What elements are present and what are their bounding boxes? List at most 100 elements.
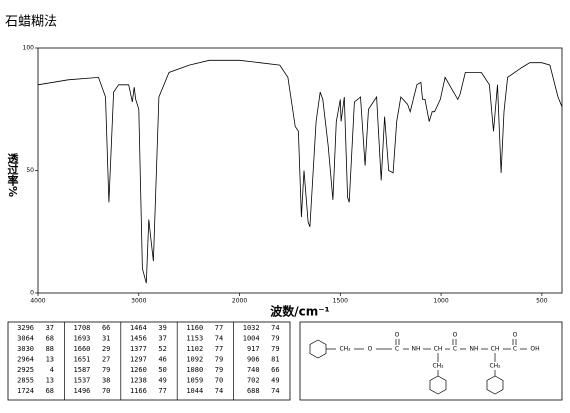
peak-wavenumber: 1044 [186,387,203,395]
peak-wavenumber: 1032 [243,324,260,332]
structure-label: NH [470,346,479,353]
peak-transmittance: 66 [102,324,110,332]
peak-wavenumber: 1693 [74,335,91,343]
peak-transmittance: 4 [50,366,54,374]
peak-wavenumber: 1464 [130,324,147,332]
peak-wavenumber: 1004 [243,335,260,343]
peak-transmittance: 49 [271,377,279,385]
peak-wavenumber: 740 [247,366,260,374]
y-tick-label: 0 [30,290,34,297]
peak-wavenumber: 1587 [74,366,91,374]
peak-transmittance: 27 [102,356,110,364]
peak-wavenumber: 3296 [17,324,34,332]
peak-transmittance: 39 [158,324,166,332]
peak-transmittance: 77 [158,387,166,395]
peak-transmittance: 68 [46,335,54,343]
peak-wavenumber: 1456 [130,335,147,343]
x-axis-label: 波数/cm⁻¹ [270,304,330,319]
structure-label: C [513,346,517,353]
peak-transmittance: 74 [215,387,223,395]
peak-transmittance: 46 [158,356,166,364]
peak-wavenumber: 1377 [130,345,147,353]
structure-label: CH₂ [432,363,444,370]
x-tick-label: 3000 [131,298,146,305]
peak-transmittance: 68 [46,387,54,395]
x-tick-label: 2000 [232,298,247,305]
structure-label: CH₂ [339,346,351,353]
peak-transmittance: 13 [46,377,54,385]
peak-wavenumber: 1651 [74,356,91,364]
peak-transmittance: 74 [215,335,223,343]
peak-transmittance: 74 [271,387,279,395]
structure-label: CH [434,346,443,353]
peak-transmittance: 70 [102,387,110,395]
peak-wavenumber: 1092 [186,356,203,364]
peak-wavenumber: 3030 [17,345,34,353]
peak-wavenumber: 1059 [186,377,203,385]
peak-wavenumber: 1708 [74,324,91,332]
peak-transmittance: 77 [215,345,223,353]
structure-label: CH [491,346,500,353]
peak-transmittance: 49 [158,377,166,385]
peak-wavenumber: 1297 [130,356,147,364]
peak-transmittance: 13 [46,356,54,364]
peak-wavenumber: 1080 [186,366,203,374]
peak-wavenumber: 1238 [130,377,147,385]
peak-wavenumber: 917 [247,345,260,353]
peak-transmittance: 31 [102,335,110,343]
y-tick-label: 50 [26,167,34,174]
structure-label: NH [412,346,421,353]
structure-frame [299,321,563,401]
peak-transmittance: 77 [215,324,223,332]
peak-wavenumber: 1260 [130,366,147,374]
peak-wavenumber: 906 [247,356,260,364]
structure-label: O [368,346,373,353]
peak-transmittance: 88 [46,345,54,353]
peak-wavenumber: 2964 [17,356,34,364]
y-axis-label: 透过率% [6,153,19,197]
peak-transmittance: 79 [102,366,110,374]
peak-transmittance: 37 [158,335,166,343]
peak-transmittance: 37 [46,324,54,332]
peak-transmittance: 81 [271,356,279,364]
x-tick-label: 500 [536,298,548,305]
spectrum-line [37,59,563,284]
structure-label: OH [530,346,539,353]
peak-transmittance: 79 [271,335,279,343]
peak-transmittance: 79 [215,366,223,374]
peak-wavenumber: 1537 [74,377,91,385]
x-tick-label: 1000 [433,298,448,305]
peak-transmittance: 79 [271,345,279,353]
y-tick-label: 100 [23,45,35,52]
structure-label: O [395,332,400,339]
structure-label: O [513,332,518,339]
peak-wavenumber: 1660 [74,345,91,353]
structure-label: C [395,346,399,353]
peak-table-frame [7,321,291,401]
peak-wavenumber: 2925 [17,366,34,374]
peak-transmittance: 50 [158,366,166,374]
peak-wavenumber: 1496 [74,387,91,395]
peak-transmittance: 74 [271,324,279,332]
structure-label: CH₂ [489,363,501,370]
peak-wavenumber: 702 [247,377,260,385]
chart-title: 石蜡糊法 [5,14,57,30]
peak-wavenumber: 1160 [186,324,203,332]
peak-transmittance: 79 [215,356,223,364]
structure-label: C [453,346,457,353]
peak-wavenumber: 1102 [186,345,203,353]
structure-label: O [453,332,458,339]
peak-wavenumber: 1153 [186,335,203,343]
peak-wavenumber: 1166 [130,387,147,395]
peak-transmittance: 38 [102,377,110,385]
x-tick-label: 4000 [30,298,45,305]
x-tick-label: 1500 [333,298,348,305]
peak-wavenumber: 3064 [17,335,34,343]
structure-bonds [309,339,527,395]
peak-wavenumber: 2855 [17,377,34,385]
peak-wavenumber: 1724 [17,387,34,395]
peak-transmittance: 29 [102,345,110,353]
peak-transmittance: 66 [271,366,279,374]
peak-transmittance: 70 [215,377,223,385]
